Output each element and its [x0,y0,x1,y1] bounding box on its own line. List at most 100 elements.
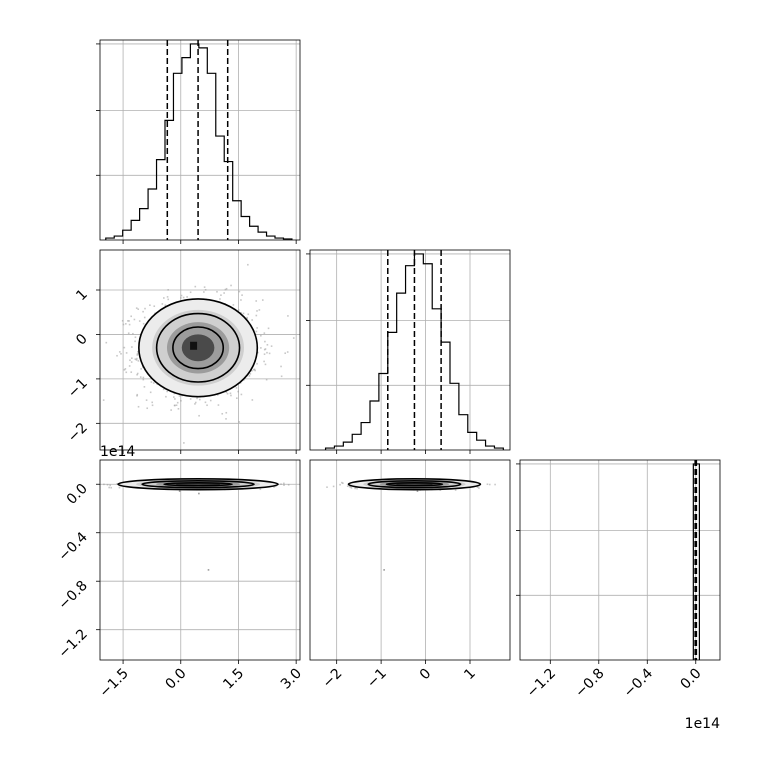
2d-param-3-vs-param-2-contour-2 [385,482,444,487]
2d-param-2-vs-param-1-point [225,391,228,394]
2d-param-2-vs-param-1-point [260,347,262,349]
2d-param-2-vs-param-1-point [204,288,207,291]
2d-param-3-vs-param-2-point [354,487,356,490]
2d-param-2-vs-param-1-ytick-label-0: 1 [73,287,91,305]
2d-param-2-vs-param-1-ytick-label-2: −1 [65,375,91,401]
2d-param-2-vs-param-1-point [174,404,176,407]
2d-param-2-vs-param-1-point [186,296,188,298]
1d-param-2-bin-11 [423,264,432,450]
2d-param-2-vs-param-1-point [162,388,165,391]
2d-param-2-vs-param-1-point [142,376,145,379]
2d-param-3-vs-param-1-xtick-label-3: 3.0 [278,666,305,693]
2d-param-2-vs-param-1-point [173,396,175,398]
1d-param-1-bin-17 [250,226,258,240]
2d-param-2-vs-param-1-point [137,308,140,310]
2d-param-2-vs-param-1-point [140,368,142,370]
2d-param-2-vs-param-1-point [237,309,240,311]
2d-param-2-vs-param-1-point [217,404,220,406]
2d-param-2-vs-param-1-density-3 [181,334,215,362]
2d-param-2-vs-param-1-point [120,352,122,355]
2d-param-2-vs-param-1-point [136,354,139,356]
2d-param-3-vs-param-1-outlier-0 [178,490,181,492]
2d-param-3-vs-param-2-point [342,482,344,485]
1d-param-2-bin-14 [450,383,459,450]
2d-param-2-vs-param-1-point [263,353,266,356]
1d-param-2-bin-9 [406,266,415,450]
1d-param-1-bin-4 [140,209,148,240]
2d-param-2-vs-param-1-point [270,345,273,347]
1d-param-2-frame [309,249,511,451]
2d-param-2-vs-param-1-point [198,398,201,401]
2d-param-2-vs-param-1-point [180,294,183,297]
2d-param-2-vs-param-1-point [225,411,228,414]
2d-param-2-vs-param-1-point [196,397,198,400]
2d-param-3-vs-param-2-xtick-label-3: 1 [461,666,479,684]
2d-param-2-vs-param-1-point [219,298,221,300]
2d-param-3-vs-param-1-point [287,483,290,486]
2d-param-2-vs-param-1-point [260,334,262,337]
1d-param-1-bin-14 [224,162,232,240]
2d-param-3-vs-param-2-point [340,481,343,484]
2d-param-2-vs-param-1-point [287,315,289,317]
2d-param-2-vs-param-1-point [203,291,205,293]
2d-param-3-vs-param-1-point [108,486,110,489]
2d-param-3-vs-param-1-point [259,488,262,491]
2d-param-2-vs-param-1-point [137,405,140,408]
2d-param-3-vs-param-1-offset-label: 1e14 [100,444,135,460]
1d-param-2-bin-5 [370,401,379,450]
2d-param-2-vs-param-1-point [237,390,239,393]
2d-param-2-vs-param-1-point [180,297,182,299]
1d-param-2-bin-15 [459,415,468,450]
1d-param-1-bin-9 [182,58,190,240]
1d-param-1-bin-3 [131,220,139,240]
2d-param-2-vs-param-1-point [123,369,126,371]
2d-param-2-vs-param-1-point [240,311,242,314]
2d-param-2-vs-param-1-point [136,373,138,376]
1d-param-1-bin-15 [233,201,241,240]
2d-param-3-vs-param-1-point [106,483,109,486]
2d-param-3-vs-param-2-outlier-0 [383,569,385,571]
2d-param-2-vs-param-1-point [239,382,242,384]
2d-param-3-vs-param-1-point [109,484,111,487]
2d-param-2-vs-param-1-point [198,414,200,417]
2d-param-2-vs-param-1-point [131,357,133,360]
2d-param-3-vs-param-2-outlier-1 [416,490,419,492]
1d-param-2-bin-10 [414,254,423,450]
2d-param-3-vs-param-1-point [283,482,285,485]
2d-param-2-vs-param-1-panel: 1 0 −1 −2 [65,249,301,454]
2d-param-2-vs-param-1-point [135,359,138,361]
2d-param-2-vs-param-1-point [235,387,238,389]
2d-param-3-vs-param-1-ytick-label-0: 0.0 [64,481,91,508]
2d-param-2-vs-param-1-point [263,360,265,363]
2d-param-2-vs-param-1-point [153,305,156,308]
2d-param-2-vs-param-1-point [142,322,145,325]
2d-param-3-vs-param-2-point [486,483,489,486]
2d-param-2-vs-param-1-point [125,352,128,354]
2d-param-2-vs-param-1-point [280,375,283,378]
2d-param-2-vs-param-1-point [134,358,137,360]
2d-param-2-vs-param-1-point [164,304,167,307]
1d-param-1-bin-6 [157,160,165,240]
1d-param-2-bin-8 [397,293,406,450]
2d-param-3-vs-param-1-ytick-label-2: −0.8 [55,578,90,613]
2d-param-2-vs-param-1-point [143,316,146,319]
2d-param-2-vs-param-1-point [123,346,126,349]
2d-param-2-vs-param-1-point [167,298,170,301]
2d-param-2-vs-param-1-point [254,369,256,372]
2d-param-3-vs-param-1-panel: 0.0 −0.4 −0.8 −1.2−1.5 0.0 1.5 3.0 1e14 [55,444,305,701]
2d-param-2-vs-param-1-point [139,376,142,378]
1d-param-3-panel: −1.2 −0.8 −0.4 0.0 1e14 [516,459,721,732]
2d-param-3-vs-param-2-point [346,485,349,488]
2d-param-2-vs-param-1-point [137,350,139,353]
1d-param-2-bin-13 [441,342,450,450]
2d-param-3-vs-param-2-point [439,489,442,491]
2d-param-2-vs-param-1-point [138,320,141,322]
2d-param-3-vs-param-2-point [494,483,496,486]
1d-param-1-bin-2 [123,230,131,240]
2d-param-2-vs-param-1-point [240,299,242,301]
2d-param-3-vs-param-2-contour-0 [347,478,482,491]
2d-param-2-vs-param-1-point [136,394,138,397]
2d-param-3-vs-param-2-panel: −2 −1 0 1 [309,459,511,691]
2d-param-2-vs-param-1-point [241,294,243,296]
2d-param-2-vs-param-1-point [238,290,241,293]
